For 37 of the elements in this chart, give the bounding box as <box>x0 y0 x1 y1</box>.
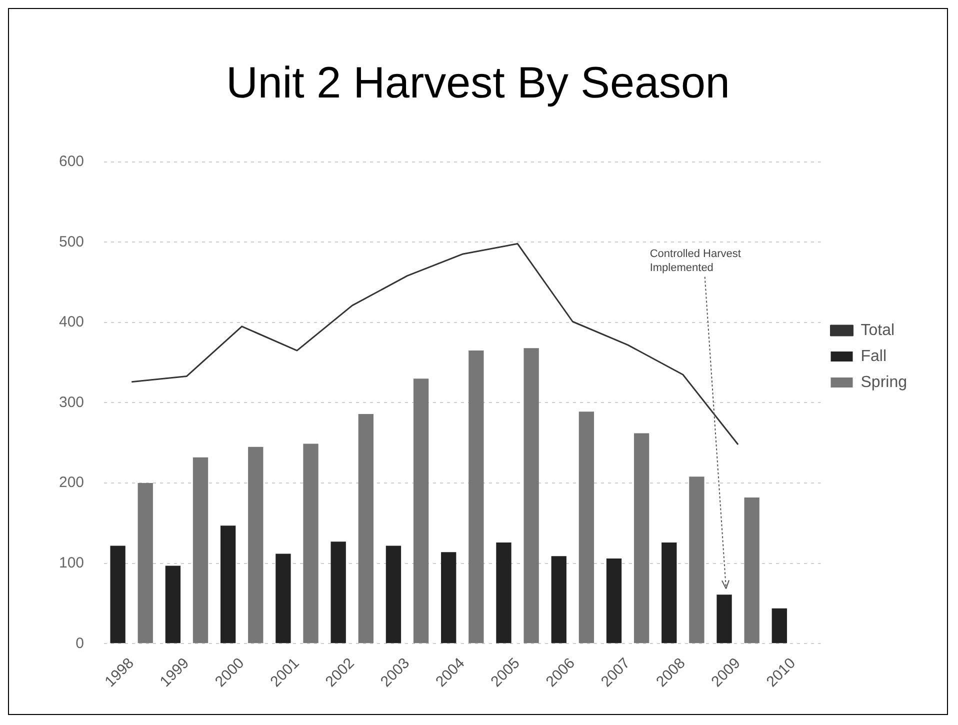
bar <box>772 608 787 644</box>
bar <box>386 546 402 644</box>
y-tick-label: 400 <box>58 314 84 331</box>
bar <box>551 556 566 644</box>
y-tick-label: 300 <box>58 394 84 411</box>
bar <box>358 414 374 644</box>
bar <box>578 412 594 644</box>
y-tick-label: 200 <box>58 474 84 492</box>
bar <box>330 542 346 644</box>
bar <box>110 546 126 644</box>
bar <box>716 594 732 644</box>
bar <box>192 457 208 644</box>
bar <box>441 552 456 644</box>
bar <box>744 498 760 644</box>
bar <box>276 554 291 644</box>
annotation: Controlled Harvest Implemented <box>650 248 741 274</box>
bar <box>220 526 236 644</box>
chart-title: Unit 2 Harvest By Season <box>226 58 730 108</box>
bar <box>138 483 153 644</box>
bar <box>303 444 318 644</box>
y-tick-label: 100 <box>58 554 84 572</box>
legend-label: Spring <box>860 374 907 391</box>
bar <box>634 433 650 644</box>
legend-label: Fall <box>860 348 887 365</box>
bar <box>524 348 539 644</box>
bar <box>248 446 264 644</box>
bar <box>689 476 704 644</box>
bar <box>496 542 512 644</box>
y-tick-label: 500 <box>58 233 84 250</box>
y-tick-label: 600 <box>58 152 84 170</box>
legend-label: Total <box>860 322 895 339</box>
bar <box>413 378 429 644</box>
bar <box>165 566 181 644</box>
bar <box>468 350 484 644</box>
bar <box>662 542 677 644</box>
y-tick-label: 0 <box>76 634 84 652</box>
bar <box>606 558 622 644</box>
